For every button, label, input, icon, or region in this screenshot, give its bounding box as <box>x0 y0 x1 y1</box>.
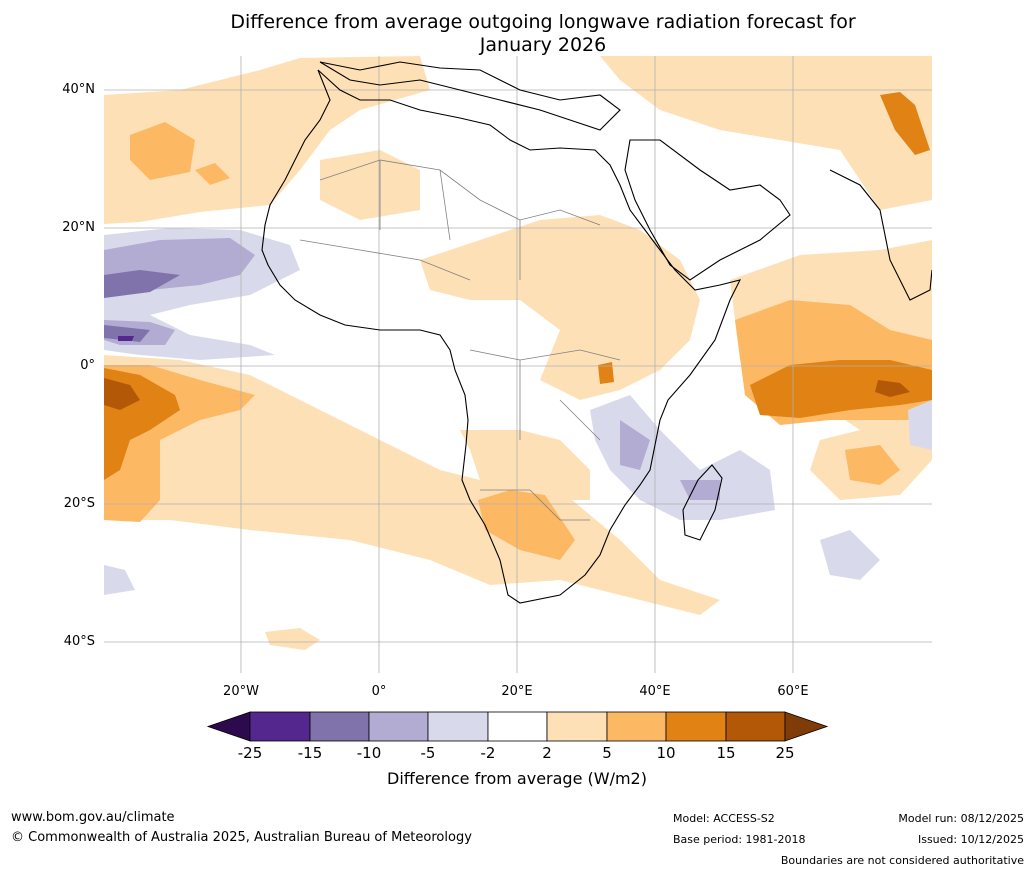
colorbar-label: 2 <box>542 744 552 762</box>
lon-label-20w: 20°W <box>223 684 259 699</box>
colorbar-label: -15 <box>297 744 323 762</box>
lat-label-40n: 40°N <box>62 82 95 97</box>
anomaly-2-5-north-atlantic <box>104 56 430 224</box>
anomaly-5-10-south-indian <box>845 445 900 485</box>
footer-model: Model: ACCESS-S2 <box>673 812 775 825</box>
coastline-madagascar <box>682 464 723 541</box>
anomaly-2-5-central-africa <box>420 215 700 400</box>
anomaly-neg2-5-south-indian <box>820 530 880 580</box>
anomaly-neg10-15-tropical-atlantic <box>104 270 180 342</box>
colorbar-label: -5 <box>420 744 436 762</box>
anomaly-neg5-10-tropical-atlantic <box>104 238 255 345</box>
footer-disclaimer: Boundaries are not considered authoritat… <box>780 854 1024 867</box>
anomaly-5-10-canaries <box>195 163 230 185</box>
anomaly-2-5-sahara <box>320 150 420 220</box>
colorbar-swatch-5-10 <box>606 711 667 742</box>
footer-copyright: © Commonwealth of Australia 2025, Austra… <box>11 830 472 845</box>
coastline-india <box>829 169 932 301</box>
colorbar-title: Difference from average (W/m2) <box>387 769 647 788</box>
lon-label-0e: 0° <box>371 684 387 699</box>
colorbar-label: 25 <box>775 744 795 762</box>
colorbar-swatch-neg10-neg5 <box>368 711 429 742</box>
anomaly-2-5-mideast <box>600 56 932 210</box>
lon-label-60e: 60°E <box>777 684 809 699</box>
colorbar-swatch-neg15-neg10 <box>309 711 370 742</box>
anomaly-neg2-5-east-indian <box>908 400 932 450</box>
title-line-1: Difference from average outgoing longwav… <box>230 11 856 33</box>
colorbar-swatch-2-5 <box>546 711 608 742</box>
lat-label-20n: 20°N <box>62 220 95 235</box>
chart-title: Difference from average outgoing longwav… <box>100 11 986 57</box>
anomaly-neg15-25-spot <box>118 336 134 341</box>
footer-model-run: Model run: 08/12/2025 <box>898 812 1024 825</box>
colorbar-label: -10 <box>356 744 382 762</box>
colorbar-swatch-10-15 <box>665 711 727 742</box>
anomaly-neg2-5-mozambique <box>590 395 775 520</box>
lon-label-40e: 40°E <box>639 684 671 699</box>
title-line-2: January 2026 <box>479 34 607 56</box>
lon-label-20e: 20°E <box>501 684 533 699</box>
anomaly-10-15-lake-victoria <box>598 362 614 384</box>
colorbar-label: 15 <box>716 744 736 762</box>
border-lines-south <box>469 349 621 521</box>
colorbar-swatch-extend-high <box>784 711 829 742</box>
colorbar-swatch-neg25-neg15 <box>249 711 311 742</box>
colorbar-label: 5 <box>602 744 612 762</box>
colorbar <box>206 711 829 742</box>
colorbar-swatch-extend-low <box>206 711 251 742</box>
coastline-arabia <box>624 139 791 281</box>
olr-anomaly-field <box>104 56 932 650</box>
colorbar-label: -25 <box>237 744 263 762</box>
colorbar-swatch-15-25 <box>725 711 786 742</box>
footer-website[interactable]: www.bom.gov.au/climate <box>11 810 175 825</box>
anomaly-10-15-indian-ocean <box>750 360 932 418</box>
country-borders <box>299 159 621 521</box>
gridlines <box>104 56 932 673</box>
anomaly-15-25-indian-ocean <box>875 380 910 397</box>
anomaly-5-10-north-atlantic <box>130 122 195 180</box>
colorbar-swatch-neg5-neg2 <box>427 711 489 742</box>
anomaly-2-5-southern-africa <box>460 430 590 500</box>
anomaly-10-15-himalaya <box>880 92 930 155</box>
anomaly-15-25-gulf-of-guinea <box>104 378 140 410</box>
coastlines <box>261 61 932 604</box>
footer-base-period: Base period: 1981-2018 <box>673 833 806 846</box>
footer-issued: Issued: 10/12/2025 <box>917 833 1024 846</box>
lat-label-40s: 40°S <box>63 634 95 649</box>
coastline-europe <box>319 61 621 131</box>
anomaly-5-10-southern-africa <box>478 490 575 560</box>
border-lines-north <box>299 159 601 281</box>
anomaly-2-5-south-island <box>265 628 320 650</box>
anomaly-neg5-10-mozambique <box>620 420 720 500</box>
lat-label-equator: 0° <box>80 358 95 373</box>
lat-label-20s: 20°S <box>63 496 95 511</box>
colorbar-label: -2 <box>480 744 496 762</box>
anomaly-neg2-5-southwest <box>104 565 135 595</box>
coastline-africa <box>261 69 742 604</box>
colorbar-label: 10 <box>656 744 676 762</box>
colorbar-swatch-neg2-2 <box>487 711 548 742</box>
